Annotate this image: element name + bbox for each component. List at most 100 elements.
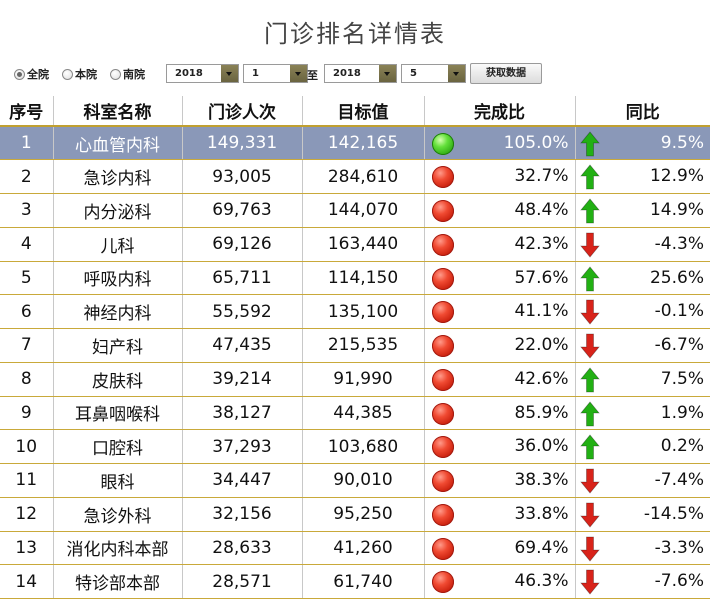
- department-cell: 心血管内科: [53, 126, 183, 161]
- arrow-down-icon: [579, 502, 600, 528]
- table-row[interactable]: 9 耳鼻咽喉科 38,127 44,385 85.9% 1.9%: [0, 396, 710, 431]
- status-green-circle-icon: [431, 133, 454, 155]
- yoy-value: 1.9%: [660, 402, 704, 423]
- table-row[interactable]: 12 急诊外科 32,156 95,250 33.8% -14.5%: [0, 497, 710, 532]
- target-cell: 135,100: [302, 294, 425, 329]
- completion-value: 105.0%: [503, 133, 569, 153]
- rank-cell: 8: [0, 362, 54, 397]
- yoy-value: -4.3%: [654, 233, 704, 254]
- table-row[interactable]: 3 内分泌科 69,763 144,070 48.4% 14.9%: [0, 193, 710, 228]
- yoy-value: 9.5%: [660, 133, 704, 153]
- arrow-up-icon: [579, 198, 600, 224]
- target-cell: 284,610: [302, 159, 425, 194]
- table-row[interactable]: 8 皮肤科 39,214 91,990 42.6% 7.5%: [0, 362, 710, 397]
- completion-cell: 36.0%: [424, 429, 576, 464]
- header-yoy[interactable]: 同比: [575, 96, 710, 127]
- chevron-down-icon[interactable]: [379, 65, 396, 82]
- table-row[interactable]: 5 呼吸内科 65,711 114,150 57.6% 25.6%: [0, 261, 710, 296]
- start-year-select[interactable]: 2018: [166, 64, 239, 83]
- visits-cell: 65,711: [182, 261, 303, 296]
- target-cell: 163,440: [302, 227, 425, 262]
- header-department[interactable]: 科室名称: [53, 96, 183, 127]
- completion-value: 42.3%: [514, 233, 569, 254]
- status-red-circle-icon: [431, 335, 454, 357]
- chevron-down-icon[interactable]: [290, 65, 307, 82]
- target-cell: 61,740: [302, 564, 425, 599]
- yoy-value: -7.4%: [654, 470, 704, 490]
- outpatient-ranking-table: 序号 科室名称 门诊人次 目标值 完成比 同比 1 心血管内科 149,331 142…: [0, 96, 710, 599]
- header-completion[interactable]: 完成比: [424, 96, 576, 127]
- visits-cell: 28,633: [182, 531, 303, 566]
- completion-cell: 42.3%: [424, 227, 576, 262]
- end-month-select[interactable]: 5: [401, 64, 466, 83]
- completion-value: 42.6%: [514, 368, 569, 389]
- chevron-down-icon[interactable]: [221, 65, 238, 82]
- completion-value: 22.0%: [514, 335, 569, 355]
- visits-cell: 149,331: [182, 126, 303, 161]
- header-visits[interactable]: 门诊人次: [182, 96, 303, 127]
- fetch-data-button[interactable]: 获取数据: [470, 63, 542, 84]
- table-row[interactable]: 1 心血管内科 149,331 142,165 105.0% 9.5%: [0, 126, 710, 161]
- radio-main-hospital[interactable]: 本院: [62, 67, 97, 81]
- yoy-cell: 25.6%: [575, 261, 710, 296]
- yoy-cell: 14.9%: [575, 193, 710, 228]
- visits-cell: 38,127: [182, 396, 303, 431]
- department-cell: 皮肤科: [53, 362, 183, 397]
- yoy-cell: -14.5%: [575, 497, 710, 532]
- start-month-select[interactable]: 1: [243, 64, 308, 83]
- range-separator: 至: [307, 69, 318, 82]
- table-row[interactable]: 4 儿科 69,126 163,440 42.3% -4.3%: [0, 227, 710, 262]
- rank-cell: 11: [0, 463, 54, 498]
- arrow-down-icon: [579, 569, 600, 595]
- target-cell: 142,165: [302, 126, 425, 161]
- filter-toolbar: 全院 本院 南院 2018 1 至 2018 5 获取数据: [14, 62, 704, 86]
- yoy-value: 7.5%: [660, 368, 704, 389]
- visits-cell: 39,214: [182, 362, 303, 397]
- table-body: 1 心血管内科 149,331 142,165 105.0% 9.5% 2 急诊内科 93,00…: [0, 126, 710, 599]
- yoy-value: -14.5%: [643, 503, 704, 524]
- visits-cell: 28,571: [182, 564, 303, 599]
- header-target[interactable]: 目标值: [302, 96, 425, 127]
- status-red-circle-icon: [431, 537, 454, 560]
- table-row[interactable]: 7 妇产科 47,435 215,535 22.0% -6.7%: [0, 328, 710, 363]
- arrow-down-icon: [579, 299, 600, 325]
- target-cell: 144,070: [302, 193, 425, 228]
- rank-cell: 9: [0, 396, 54, 431]
- rank-cell: 10: [0, 429, 54, 464]
- table-row[interactable]: 14 特诊部本部 28,571 61,740 46.3% -7.6%: [0, 564, 710, 599]
- arrow-up-icon: [579, 164, 600, 190]
- completion-cell: 42.6%: [424, 362, 576, 397]
- table-row[interactable]: 2 急诊内科 93,005 284,610 32.7% 12.9%: [0, 159, 710, 194]
- department-cell: 急诊外科: [53, 497, 183, 532]
- target-cell: 103,680: [302, 429, 425, 464]
- completion-value: 69.4%: [514, 537, 569, 558]
- yoy-value: 25.6%: [649, 267, 704, 288]
- table-row[interactable]: 11 眼科 34,447 90,010 38.3% -7.4%: [0, 463, 710, 498]
- completion-cell: 69.4%: [424, 531, 576, 566]
- end-year-select[interactable]: 2018: [324, 64, 397, 83]
- header-rank[interactable]: 序号: [0, 96, 54, 127]
- radio-south-hospital[interactable]: 南院: [110, 67, 145, 81]
- table-row[interactable]: 13 消化内科本部 28,633 41,260 69.4% -3.3%: [0, 531, 710, 566]
- yoy-value: -7.6%: [654, 571, 704, 592]
- visits-cell: 37,293: [182, 429, 303, 464]
- completion-value: 41.1%: [514, 301, 569, 322]
- completion-value: 57.6%: [514, 267, 569, 288]
- target-cell: 91,990: [302, 362, 425, 397]
- yoy-cell: -4.3%: [575, 227, 710, 262]
- yoy-cell: 12.9%: [575, 159, 710, 194]
- department-cell: 急诊内科: [53, 159, 183, 194]
- rank-cell: 4: [0, 227, 54, 262]
- target-cell: 44,385: [302, 396, 425, 431]
- chevron-down-icon[interactable]: [448, 65, 465, 82]
- radio-all-hospital[interactable]: 全院: [14, 67, 49, 81]
- status-red-circle-icon: [431, 436, 454, 459]
- yoy-cell: 0.2%: [575, 429, 710, 464]
- table-header-row: 序号 科室名称 门诊人次 目标值 完成比 同比: [0, 96, 710, 127]
- department-cell: 特诊部本部: [53, 564, 183, 599]
- status-red-circle-icon: [431, 301, 454, 324]
- yoy-cell: -7.4%: [575, 463, 710, 498]
- arrow-up-icon: [579, 265, 600, 292]
- table-row[interactable]: 6 神经内科 55,592 135,100 41.1% -0.1%: [0, 294, 710, 329]
- table-row[interactable]: 10 口腔科 37,293 103,680 36.0% 0.2%: [0, 429, 710, 464]
